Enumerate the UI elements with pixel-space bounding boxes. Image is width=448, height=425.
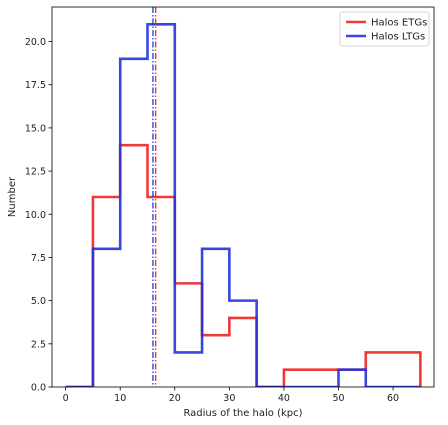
x-tick-label: 0 (63, 393, 69, 404)
y-tick-label: 2.5 (31, 339, 46, 350)
x-tick-label: 50 (332, 393, 344, 404)
histogram-halos-ltgs (65, 22, 421, 387)
y-tick-label: 12.5 (25, 167, 46, 178)
y-axis-label: Number (7, 176, 18, 217)
x-tick-label: 30 (223, 393, 235, 404)
x-tick-label: 40 (278, 393, 290, 404)
x-tick-label: 10 (114, 393, 126, 404)
x-tick-label: 60 (387, 393, 399, 404)
y-tick-label: 5.0 (31, 296, 46, 307)
y-tick-label: 10.0 (25, 210, 46, 221)
y-tick-label: 7.5 (31, 253, 46, 264)
x-axis-label: Radius of the halo (kpc) (183, 408, 302, 419)
y-tick-label: 20.0 (25, 37, 46, 48)
y-tick-label: 15.0 (25, 123, 46, 134)
y-tick-label: 17.5 (25, 80, 46, 91)
legend-box (339, 11, 430, 47)
y-tick-label: 0.0 (31, 383, 46, 394)
axes-frame (51, 6, 435, 388)
x-tick-label: 20 (169, 393, 181, 404)
legend-label-halos-ltgs: Halos LTGs (371, 32, 425, 43)
legend-label-halos-etgs: Halos ETGs (371, 18, 427, 29)
